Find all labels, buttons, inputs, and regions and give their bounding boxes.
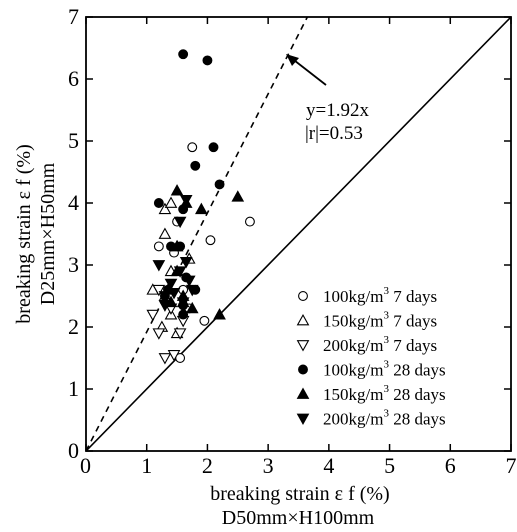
data-point-series-2 (158, 227, 172, 239)
legend-label: 150kg/m3 7 days (323, 310, 437, 331)
data-point-series-6 (158, 291, 172, 303)
data-point-series-6 (173, 216, 187, 229)
x-tick-label: 0 (80, 453, 91, 478)
legend-label: 200kg/m3 28 days (323, 408, 446, 429)
y-tick-label: 1 (68, 376, 79, 401)
axis-ticks (85, 16, 512, 452)
data-point-series-5 (231, 190, 245, 202)
data-point-series-3 (158, 353, 172, 365)
x-tick-label: 4 (323, 453, 334, 478)
data-point-series-5 (170, 184, 184, 196)
data-point-series-3 (173, 328, 187, 340)
data-point-series-5 (195, 202, 208, 215)
data-point-series-6 (179, 257, 193, 269)
data-point-series-3 (152, 284, 166, 297)
data-point-series-4 (153, 198, 164, 208)
data-point-series-1 (244, 216, 255, 227)
legend-marker (296, 387, 310, 399)
data-point-series-1 (187, 142, 198, 153)
data-points (146, 49, 255, 365)
legend-label: 100kg/m3 28 days (323, 359, 446, 380)
data-point-series-3 (167, 350, 181, 362)
legend-marker (296, 313, 310, 326)
x-tick-label: 3 (263, 453, 274, 478)
data-point-series-4 (208, 142, 219, 153)
data-point-series-6 (179, 195, 193, 207)
data-point-series-1 (205, 235, 216, 246)
plot-frame (85, 16, 512, 452)
x-tick-label: 2 (202, 453, 213, 478)
legend-label: 150kg/m3 28 days (323, 383, 446, 404)
y-tick-label: 2 (68, 314, 79, 339)
x-tick-label: 1 (141, 453, 152, 478)
data-point-series-6 (167, 288, 181, 300)
data-point-series-1 (153, 241, 164, 252)
y-axis-title-line1: breaking strain ε f (%) (13, 144, 35, 323)
x-axis-title-line1: breaking strain ε f (%) (210, 483, 389, 505)
data-point-series-5 (213, 308, 226, 320)
y-axis-title-line2: D25mm×H50mm (37, 162, 59, 305)
tick-labels: 0 1 2 3 4 5 6 7 0 1 2 3 4 5 6 7 (68, 4, 517, 478)
legend-label: 200kg/m3 7 days (323, 334, 437, 355)
data-point-series-6 (182, 275, 196, 288)
legend-marker (298, 291, 308, 301)
x-tick-label: 7 (506, 453, 517, 478)
data-point-series-4 (214, 179, 225, 190)
correlation-label: |r|=0.53 (305, 123, 363, 144)
y-tick-label: 0 (68, 438, 79, 463)
data-point-series-4 (190, 160, 201, 171)
data-point-series-1 (199, 315, 210, 326)
legend-marker (296, 340, 310, 352)
data-point-series-2 (164, 196, 178, 208)
data-point-series-6 (176, 297, 190, 309)
data-point-series-4 (202, 55, 213, 66)
fit-equation-label: y=1.92x (306, 100, 369, 121)
data-point-series-6 (185, 284, 199, 297)
y-tick-label: 6 (68, 66, 79, 91)
data-point-series-6 (164, 278, 178, 291)
equality-line (86, 17, 511, 451)
data-point-series-4 (178, 309, 189, 320)
legend: 100kg/m3 7 days 150kg/m3 7 days 200kg/m3 7… (296, 285, 446, 429)
data-point-series-3 (152, 328, 166, 340)
data-point-series-6 (158, 300, 172, 312)
y-tick-label: 4 (68, 190, 79, 215)
legend-marker (296, 413, 310, 426)
data-point-series-6 (173, 266, 187, 278)
x-axis-title-line2: D50mm×H100mm (222, 507, 375, 529)
x-tick-label: 6 (445, 453, 456, 478)
y-tick-label: 7 (68, 4, 79, 29)
y-tick-label: 3 (68, 252, 79, 277)
fit-line (86, 17, 309, 451)
legend-label: 100kg/m3 7 days (323, 285, 437, 306)
annotation-arrow (286, 54, 327, 86)
data-point-series-3 (146, 309, 160, 322)
data-point-series-2 (158, 202, 172, 215)
legend-marker (298, 364, 308, 375)
y-tick-label: 5 (68, 128, 79, 153)
data-point-series-5 (185, 301, 199, 314)
x-tick-label: 5 (384, 453, 395, 478)
data-point-series-5 (170, 239, 184, 252)
data-point-series-4 (178, 49, 189, 60)
data-point-series-6 (152, 260, 166, 272)
